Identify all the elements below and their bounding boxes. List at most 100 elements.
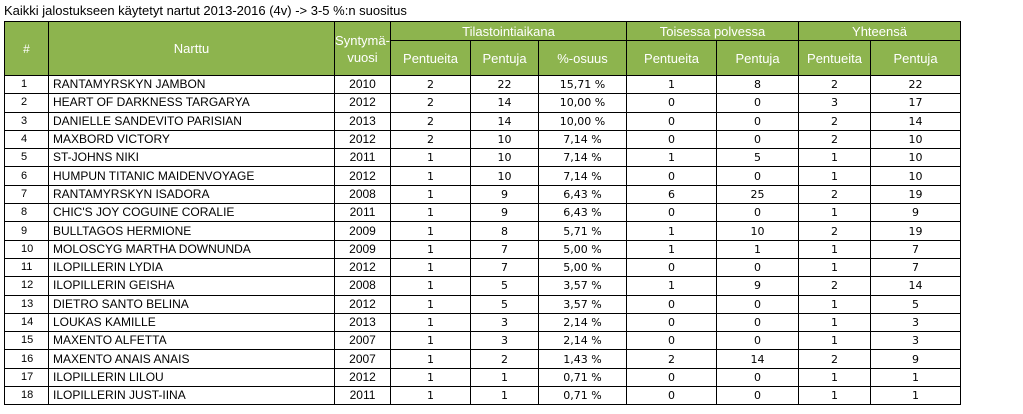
cell-name[interactable]: MAXENTO ALFETTA — [48, 331, 335, 351]
cell-stats-pups[interactable]: 3 — [470, 331, 539, 351]
cell-stats-litters[interactable]: 1 — [390, 148, 471, 168]
cell-stats-litters[interactable]: 2 — [390, 129, 471, 150]
col-header-second-pups[interactable]: Pentuja — [716, 40, 799, 76]
cell-second-pups[interactable]: 0 — [716, 203, 799, 223]
cell-share[interactable]: 0,71 % — [538, 367, 627, 388]
col-header-stats-litters[interactable]: Pentueita — [390, 40, 471, 76]
cell-num[interactable]: 5 — [4, 148, 49, 168]
cell-stats-litters[interactable]: 2 — [390, 74, 471, 95]
cell-total-pups[interactable]: 9 — [870, 203, 961, 223]
cell-stats-pups[interactable]: 1 — [470, 386, 539, 406]
cell-year[interactable]: 2012 — [334, 367, 391, 388]
cell-share[interactable]: 0,71 % — [538, 386, 627, 406]
cell-name[interactable]: MOLOSCYG MARTHA DOWNUNDA — [48, 239, 335, 259]
cell-num[interactable]: 9 — [4, 221, 49, 241]
cell-total-litters[interactable]: 2 — [798, 276, 871, 296]
cell-share[interactable]: 3,57 % — [538, 276, 627, 296]
cell-total-pups[interactable]: 9 — [870, 349, 961, 369]
cell-total-litters[interactable]: 2 — [798, 74, 871, 95]
cell-total-litters[interactable]: 1 — [798, 203, 871, 223]
cell-num[interactable]: 13 — [4, 294, 49, 314]
cell-stats-pups[interactable]: 3 — [470, 312, 539, 333]
cell-total-litters[interactable]: 1 — [798, 257, 871, 278]
cell-total-litters[interactable]: 1 — [798, 386, 871, 406]
cell-second-litters[interactable]: 0 — [626, 386, 717, 406]
cell-stats-litters[interactable]: 1 — [390, 349, 471, 369]
cell-stats-litters[interactable]: 1 — [390, 203, 471, 223]
col-header-num[interactable]: # — [4, 21, 49, 76]
cell-second-litters[interactable]: 2 — [626, 349, 717, 369]
cell-second-litters[interactable]: 1 — [626, 276, 717, 296]
cell-second-pups[interactable]: 10 — [716, 221, 799, 241]
cell-name[interactable]: DANIELLE SANDEVITO PARISIAN — [48, 111, 335, 131]
cell-total-pups[interactable]: 14 — [870, 276, 961, 296]
cell-name[interactable]: CHIC'S JOY COGUINE CORALIE — [48, 203, 335, 223]
cell-num[interactable]: 8 — [4, 203, 49, 223]
cell-total-pups[interactable]: 10 — [870, 148, 961, 168]
cell-stats-pups[interactable]: 10 — [470, 148, 539, 168]
cell-second-pups[interactable]: 0 — [716, 166, 799, 186]
cell-total-pups[interactable]: 19 — [870, 221, 961, 241]
group-header-stats[interactable]: Tilastointiaikana — [390, 21, 627, 41]
cell-num[interactable]: 18 — [4, 386, 49, 406]
cell-total-pups[interactable]: 1 — [870, 386, 961, 406]
col-header-second-litters[interactable]: Pentueita — [626, 40, 717, 76]
cell-second-litters[interactable]: 0 — [626, 294, 717, 314]
cell-share[interactable]: 7,14 % — [538, 129, 627, 150]
cell-year[interactable]: 2011 — [334, 203, 391, 223]
cell-stats-pups[interactable]: 7 — [470, 239, 539, 259]
cell-share[interactable]: 6,43 % — [538, 184, 627, 205]
cell-total-pups[interactable]: 3 — [870, 312, 961, 333]
cell-total-litters[interactable]: 2 — [798, 129, 871, 150]
cell-name[interactable]: HUMPUN TITANIC MAIDENVOYAGE — [48, 166, 335, 186]
cell-name[interactable]: LOUKAS KAMILLE — [48, 312, 335, 333]
cell-num[interactable]: 10 — [4, 239, 49, 259]
cell-stats-pups[interactable]: 5 — [470, 294, 539, 314]
cell-total-litters[interactable]: 1 — [798, 239, 871, 259]
col-header-stats-pups[interactable]: Pentuja — [470, 40, 539, 76]
cell-stats-litters[interactable]: 1 — [390, 331, 471, 351]
cell-stats-pups[interactable]: 22 — [470, 74, 539, 95]
cell-name[interactable]: MAXENTO ANAIS ANAIS — [48, 349, 335, 369]
cell-year[interactable]: 2011 — [334, 386, 391, 406]
cell-total-litters[interactable]: 1 — [798, 331, 871, 351]
cell-total-litters[interactable]: 2 — [798, 184, 871, 205]
cell-num[interactable]: 2 — [4, 93, 49, 113]
cell-total-litters[interactable]: 1 — [798, 312, 871, 333]
cell-stats-pups[interactable]: 14 — [470, 111, 539, 131]
cell-stats-litters[interactable]: 2 — [390, 93, 471, 113]
cell-num[interactable]: 16 — [4, 349, 49, 369]
cell-stats-pups[interactable]: 5 — [470, 276, 539, 296]
cell-second-pups[interactable]: 14 — [716, 349, 799, 369]
cell-num[interactable]: 11 — [4, 257, 49, 278]
col-header-name[interactable]: Narttu — [48, 21, 335, 76]
cell-second-pups[interactable]: 0 — [716, 93, 799, 113]
cell-year[interactable]: 2010 — [334, 74, 391, 95]
cell-year[interactable]: 2008 — [334, 276, 391, 296]
cell-total-litters[interactable]: 2 — [798, 349, 871, 369]
cell-total-litters[interactable]: 1 — [798, 166, 871, 186]
cell-share[interactable]: 7,14 % — [538, 148, 627, 168]
cell-share[interactable]: 10,00 % — [538, 111, 627, 131]
cell-name[interactable]: RANTAMYRSKYN ISADORA — [48, 184, 335, 205]
cell-stats-litters[interactable]: 1 — [390, 221, 471, 241]
cell-share[interactable]: 5,00 % — [538, 239, 627, 259]
cell-total-pups[interactable]: 1 — [870, 367, 961, 388]
cell-share[interactable]: 7,14 % — [538, 166, 627, 186]
cell-year[interactable]: 2012 — [334, 93, 391, 113]
cell-second-litters[interactable]: 0 — [626, 111, 717, 131]
cell-num[interactable]: 1 — [4, 74, 49, 95]
cell-second-litters[interactable]: 1 — [626, 74, 717, 95]
cell-stats-pups[interactable]: 9 — [470, 203, 539, 223]
cell-stats-litters[interactable]: 1 — [390, 367, 471, 388]
cell-second-pups[interactable]: 9 — [716, 276, 799, 296]
cell-stats-pups[interactable]: 9 — [470, 184, 539, 205]
cell-year[interactable]: 2011 — [334, 148, 391, 168]
cell-second-pups[interactable]: 1 — [716, 239, 799, 259]
cell-second-litters[interactable]: 0 — [626, 93, 717, 113]
cell-name[interactable]: ILOPILLERIN LILOU — [48, 367, 335, 388]
cell-num[interactable]: 4 — [4, 129, 49, 150]
cell-stats-litters[interactable]: 1 — [390, 184, 471, 205]
cell-second-litters[interactable]: 0 — [626, 257, 717, 278]
cell-total-pups[interactable]: 17 — [870, 93, 961, 113]
